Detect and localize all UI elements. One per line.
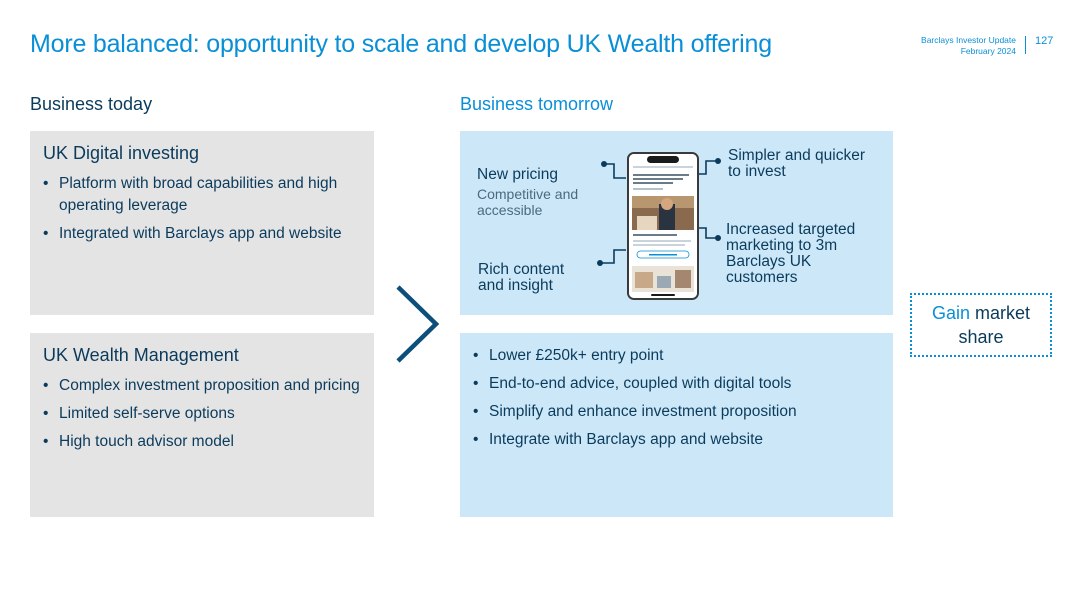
phone-mockup bbox=[627, 152, 699, 300]
uk-wealth-management-title: UK Wealth Management bbox=[43, 345, 239, 365]
list-item: End-to-end advice, coupled with digital … bbox=[473, 373, 883, 395]
list-item: Complex investment proposition and prici… bbox=[43, 375, 363, 397]
gain-rest-text: market bbox=[970, 303, 1031, 323]
uk-digital-investing-box: UK Digital investing Platform with broad… bbox=[30, 131, 374, 315]
list-item: Lower £250k+ entry point bbox=[473, 345, 883, 367]
gain-accent-word: Gain bbox=[931, 303, 970, 323]
header-meta-line2: February 2024 bbox=[960, 46, 1016, 56]
header-meta-line1: Barclays Investor Update bbox=[921, 35, 1016, 45]
list-item: Limited self-serve options bbox=[43, 403, 363, 425]
page-title: More balanced: opportunity to scale and … bbox=[30, 30, 772, 58]
targeted-marketing-label: Increased targeted marketing to 3m Barcl… bbox=[726, 221, 856, 286]
uk-wealth-management-box: UK Wealth Management Complex investment … bbox=[30, 333, 374, 517]
list-item: Integrate with Barclays app and website bbox=[473, 429, 883, 451]
gain-market-share-line1: Gain market bbox=[912, 301, 1050, 325]
chevron-right-icon bbox=[396, 285, 440, 363]
header-divider bbox=[1025, 36, 1026, 54]
tomorrow-proposition-box: Lower £250k+ entry point End-to-end advi… bbox=[460, 333, 893, 517]
page-number: 127 bbox=[1035, 35, 1054, 47]
new-pricing-sub: Competitive and accessible bbox=[477, 186, 579, 218]
list-item: Simplify and enhance investment proposit… bbox=[473, 401, 883, 423]
tomorrow-proposition-list: Lower £250k+ entry point End-to-end advi… bbox=[473, 345, 883, 457]
list-item: Platform with broad capabilities and hig… bbox=[43, 173, 363, 217]
list-item: Integrated with Barclays app and website bbox=[43, 223, 363, 245]
list-item: High touch advisor model bbox=[43, 431, 363, 453]
uk-wealth-management-list: Complex investment proposition and prici… bbox=[43, 375, 363, 459]
uk-digital-investing-title: UK Digital investing bbox=[43, 143, 200, 163]
heading-business-today: Business today bbox=[30, 94, 153, 114]
heading-business-tomorrow: Business tomorrow bbox=[460, 94, 614, 114]
header-meta: Barclays Investor Update February 2024 bbox=[921, 35, 1016, 57]
gain-market-share-line2: share bbox=[958, 327, 1004, 347]
uk-digital-investing-list: Platform with broad capabilities and hig… bbox=[43, 173, 363, 251]
phone-screen-image bbox=[629, 154, 697, 298]
gain-market-share-callout: Gain market share bbox=[910, 293, 1052, 357]
new-pricing-label: New pricing bbox=[477, 166, 558, 183]
rich-content-label: Rich content and insight bbox=[478, 261, 565, 294]
simpler-label: Simpler and quicker to invest bbox=[728, 147, 865, 180]
